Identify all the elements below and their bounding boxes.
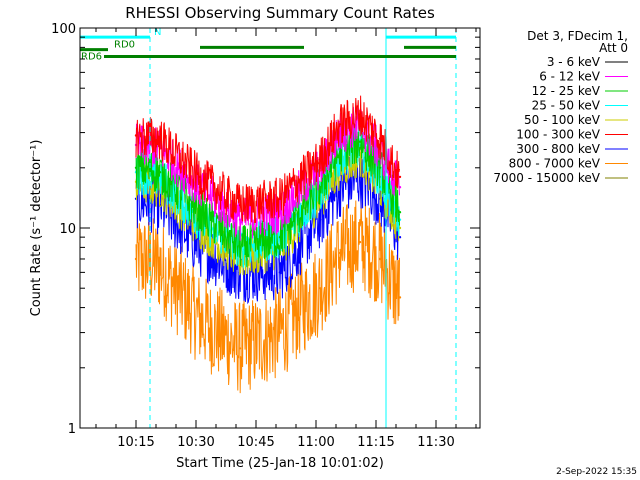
annotation-label-rd6: RD6 [81,52,102,63]
legend-entry-12-25-kev: 12 - 25 keV [532,84,601,98]
legend-entry-3-6-kev: 3 - 6 keV [547,55,601,69]
data-point-12-25-kev [134,166,138,169]
y-axis-label: Count Rate (s⁻¹ detector⁻¹) [29,140,44,317]
annotation-layer: N RD0 RD6 [80,27,457,428]
data-point-12-25-kev [398,211,402,214]
legend-entry-25-50-kev: 25 - 50 keV [532,99,601,113]
data-point-12-25-kev [378,166,382,169]
y-tick-label: 10 [59,222,76,237]
data-point-12-25-kev [358,140,362,143]
data-point-12-25-kev [278,236,282,239]
legend-entry-6-12-kev: 6 - 12 keV [539,70,601,84]
data-point-800-7000-kev [278,331,282,334]
data-point-800-7000-kev [198,318,202,321]
data-point-6-12-kev [398,186,402,189]
data-point-300-800-kev [278,271,282,274]
plot-data-layer [134,95,402,394]
x-tick-label: 11:30 [417,435,454,450]
data-point-100-300-kev [198,175,202,179]
data-point-100-300-kev [134,134,138,137]
x-axis-label: Start Time (25-Jan-18 10:01:02) [176,456,384,471]
x-tick-label: 10:15 [117,435,154,450]
series-trace-800-7000-kev [135,200,400,394]
data-point-100-300-kev [358,113,362,116]
data-point-300-800-kev [318,218,322,221]
data-point-6-12-kev [278,211,282,214]
data-point-100-300-kev [238,204,242,207]
legend-entry-800-7000-kev: 800 - 7000 keV [509,157,601,171]
data-point-100-300-kev [338,123,342,126]
series-800-7000-kev [134,200,402,394]
data-point-100-300-kev [398,175,402,179]
y-tick-label: 100 [51,22,76,37]
legend-header-line-2: Att 0 [599,41,628,55]
data-point-100-300-kev [158,137,162,140]
data-point-800-7000-kev [238,347,242,350]
data-point-800-7000-kev [358,240,362,244]
data-point-800-7000-kev [398,296,402,299]
x-tick-label: 11:00 [297,435,334,450]
data-point-12-25-kev [238,246,242,249]
data-point-800-7000-kev [158,264,162,267]
data-point-12-25-kev [158,171,162,174]
data-point-50-100-kev [398,226,402,230]
data-point-12-25-kev [338,150,342,154]
x-tick-label: 11:15 [357,435,394,450]
data-point-100-300-kev [278,197,282,200]
data-point-300-800-kev [398,236,402,239]
data-point-800-7000-kev [134,257,138,261]
x-tick-label: 10:30 [177,435,214,450]
y-tick-label: 1 [68,422,76,437]
chart-title: RHESSI Observing Summary Count Rates [125,4,435,22]
series-trace-100-300-kev [135,95,400,224]
annotation-label-rd0: RD0 [114,40,135,51]
data-point-100-300-kev [318,158,322,161]
data-point-100-300-kev [378,137,382,140]
legend-entry-100-300-kev: 100 - 300 keV [516,128,600,142]
x-tick-label: 10:45 [237,435,274,450]
axes-layer: 10:15 10:30 10:45 11:00 11:15 11:30 1 10 100 [51,22,481,450]
data-point-800-7000-kev [378,257,382,261]
legend-entry-50-100-kev: 50 - 100 keV [524,113,601,127]
legend-header-line-1: Det 3, FDecim 1, [527,29,628,43]
data-point-800-7000-kev [338,251,342,255]
series-100-300-kev [134,95,402,224]
annotation-label-n: N [154,27,161,38]
data-point-800-7000-kev [318,287,322,290]
data-point-12-25-kev [198,211,202,214]
data-point-12-25-kev [318,186,322,189]
legend-entry-300-800-kev: 300 - 800 keV [516,142,600,156]
data-point-6-12-kev [238,218,242,221]
date-stamp: 2-Sep-2022 15:35 [556,467,637,477]
legend-entry-7000-15000-kev: 7000 - 15000 keV [493,171,600,185]
